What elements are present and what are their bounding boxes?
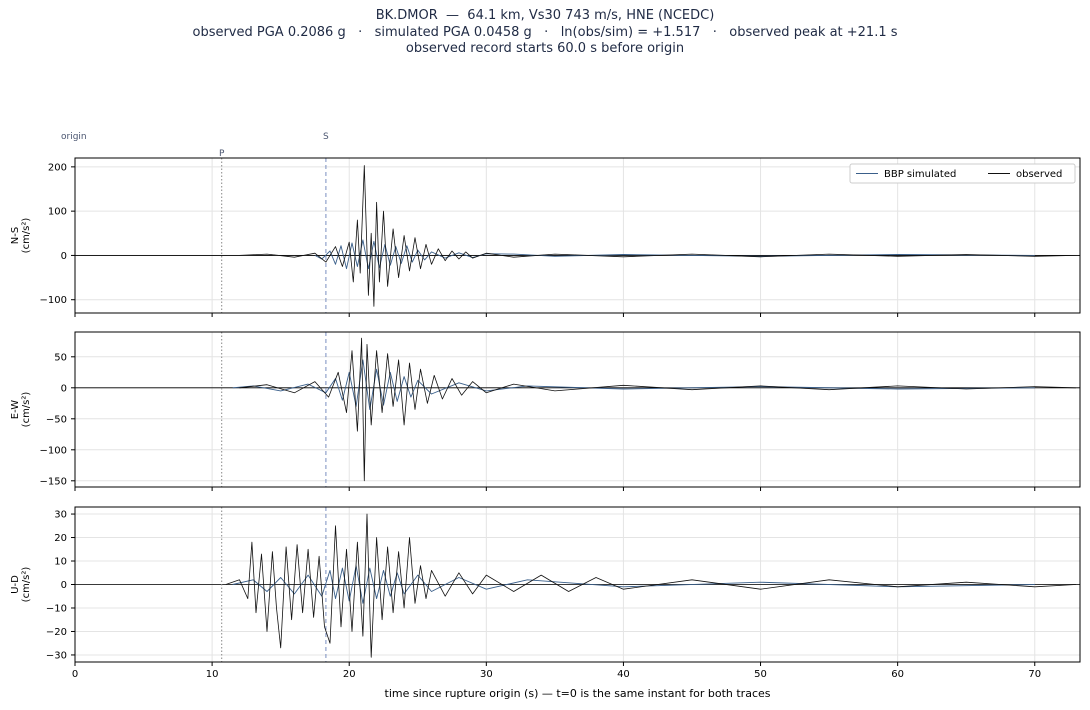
panel-frame [74,331,1081,488]
marker-label-origin: origin [61,132,87,142]
x-tick-label: 20 [343,669,356,680]
title-line-2: observed PGA 0.2086 g · simulated PGA 0.… [192,25,898,40]
y-axis-label: (cm/s²) [21,567,32,603]
marker-label-s: S [323,132,329,142]
legend-label-observed: observed [1016,169,1062,180]
y-tick-label: 200 [48,162,67,173]
x-tick-label: 0 [72,669,78,680]
y-axis-label: N-S [10,227,21,244]
marker-label-p: P [219,149,225,159]
y-tick-label: −10 [46,603,67,614]
x-tick-label: 50 [754,669,767,680]
y-axis-label: (cm/s²) [21,218,32,254]
series-observed-panel-1 [239,165,1076,307]
title-line-3: observed record starts 60.0 s before ori… [405,41,685,56]
series-simulated-panel-2 [232,359,1035,410]
title-line-1: BK.DMOR — 64.1 km, Vs30 743 m/s, HNE (NC… [375,8,715,23]
y-tick-label: −100 [40,445,67,456]
y-axis-label: U-D [10,575,21,594]
y-tick-label: −150 [40,476,67,487]
y-tick-label: −30 [46,650,67,661]
y-axis-label: E-W [10,400,21,420]
y-tick-label: 50 [54,352,67,363]
series-simulated-panel-3 [232,565,1035,604]
legend-label-simulated: BBP simulated [884,169,956,180]
panel-frame [74,157,1081,314]
legend-box [849,163,1076,184]
x-tick-label: 10 [206,669,219,680]
y-tick-label: 10 [54,557,67,568]
series-observed-panel-2 [239,337,1076,482]
series-simulated-panel-1 [314,239,1035,270]
x-tick-label: 60 [891,669,904,680]
y-tick-label: 30 [54,510,67,521]
x-axis-label: time since rupture origin (s) — t=0 is t… [385,687,771,700]
x-tick-label: 30 [480,669,493,680]
y-tick-label: 0 [61,383,67,394]
y-tick-label: 20 [54,533,67,544]
y-tick-label: −50 [46,414,67,425]
y-tick-label: −100 [40,295,67,306]
y-tick-label: 0 [61,251,67,262]
x-tick-label: 40 [617,669,630,680]
y-tick-label: 100 [48,207,67,218]
y-axis-label: (cm/s²) [21,392,32,428]
x-tick-label: 70 [1028,669,1041,680]
y-tick-label: 0 [61,580,67,591]
y-tick-label: −20 [46,627,67,638]
series-observed-panel-3 [225,513,1076,658]
